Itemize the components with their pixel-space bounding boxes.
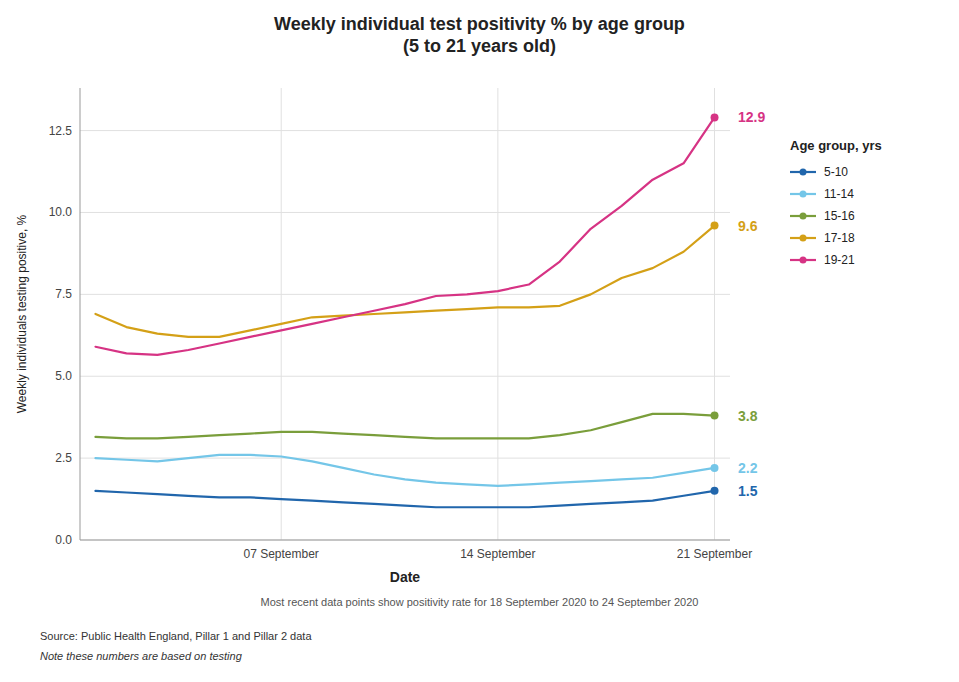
x-tick-label: 07 September <box>243 547 318 561</box>
x-grid-line <box>281 88 282 540</box>
y-grid-line <box>80 294 730 295</box>
title: Weekly individual test positivity % by a… <box>274 14 685 56</box>
x-grid-line <box>714 88 715 540</box>
title-line: Weekly individual test positivity % by a… <box>274 14 685 34</box>
grid <box>80 88 730 540</box>
y-tick-label: 12.5 <box>49 124 73 138</box>
x-grid-line <box>497 88 498 540</box>
y-tick-label: 10.0 <box>49 205 73 219</box>
annotation: Source: Public Health England, Pillar 1 … <box>40 630 312 642</box>
y-tick-label: 0.0 <box>55 533 72 547</box>
y-grid-line <box>80 376 730 377</box>
y-grid-line <box>80 130 730 131</box>
y-tick-label: 2.5 <box>55 451 72 465</box>
y-tick-label: 5.0 <box>55 369 72 383</box>
legend-marker <box>800 169 807 176</box>
end-point <box>711 464 719 472</box>
legend-marker <box>800 235 807 242</box>
data-label: 2.2 <box>738 460 758 476</box>
x-axis-title: Date <box>390 569 421 585</box>
series-line <box>95 226 714 337</box>
data-label: 12.9 <box>738 109 765 125</box>
legend-marker <box>800 213 807 220</box>
legend-title: Age group, yrs <box>790 138 882 153</box>
series-line <box>95 414 714 439</box>
y-axis-title: Weekly individuals testing positive, % <box>15 214 29 413</box>
legend-marker <box>800 191 807 198</box>
y-axis-line <box>80 88 81 540</box>
chart: Weekly individual test positivity % by a… <box>0 0 959 682</box>
series-line <box>95 117 714 354</box>
title-line: (5 to 21 years old) <box>403 36 556 56</box>
legend-label: 11-14 <box>824 187 854 201</box>
annotation: Note these numbers are based on testing <box>40 650 243 662</box>
x-tick-label: 21 September <box>677 547 752 561</box>
end-point <box>711 222 719 230</box>
y-grid-line <box>80 212 730 213</box>
series-line <box>95 455 714 486</box>
series-line <box>95 491 714 507</box>
subtitle: Most recent data points show positivity … <box>261 596 699 608</box>
legend-label: 15-16 <box>824 209 855 223</box>
background <box>0 0 959 682</box>
end-point <box>711 113 719 121</box>
x-axis-line <box>80 540 730 541</box>
legend-label: 5-10 <box>824 165 848 179</box>
data-label: 3.8 <box>738 408 758 424</box>
legend: Age group, yrs 5-10 11-14 15-16 17-18 19-21 <box>790 138 882 267</box>
x-tick-label: 14 September <box>460 547 535 561</box>
y-tick-label: 7.5 <box>55 287 72 301</box>
plot-area <box>95 113 718 507</box>
end-point <box>711 487 719 495</box>
legend-marker <box>800 257 807 264</box>
data-label: 9.6 <box>738 218 758 234</box>
legend-label: 19-21 <box>824 253 855 267</box>
data-label: 1.5 <box>738 483 758 499</box>
end-point <box>711 412 719 420</box>
y-grid-line <box>80 540 730 541</box>
legend-label: 17-18 <box>824 231 855 245</box>
